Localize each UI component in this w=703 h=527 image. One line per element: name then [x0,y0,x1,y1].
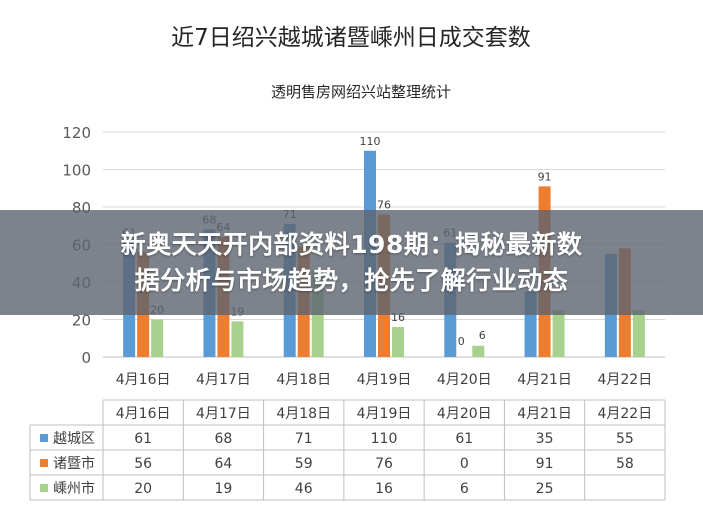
table-header-cell: 4月18日 [276,406,331,422]
x-tick-label: 4月18日 [276,372,331,388]
chart-subtitle: 透明售房网绍兴站整理统计 [271,83,451,101]
bar [632,310,645,357]
legend-swatch [40,484,48,492]
banner-line-1: 新奥天天开内部资料198期：揭秘最新数 [120,229,583,259]
table-header-cell: 4月17日 [196,406,251,422]
table-cell: 20 [134,481,152,497]
x-tick-label: 4月21日 [517,372,572,388]
table-header-cell: 4月16日 [116,406,171,422]
x-tick-label: 4月19日 [357,372,412,388]
table-header-cell: 4月20日 [437,406,492,422]
table-header-cell: 4月22日 [597,406,652,422]
x-tick-label: 4月22日 [597,372,652,388]
legend-swatch [40,459,48,467]
bar [231,321,244,357]
x-tick-label: 4月20日 [437,372,492,388]
data-label: 0 [458,335,465,348]
table-cell: 71 [295,431,313,447]
table-cell: 16 [375,481,393,497]
table-cell: 68 [215,431,233,447]
bar [472,345,485,357]
table-cell: 59 [295,456,313,472]
y-tick-label: 0 [81,349,91,367]
legend-series-name: 诸暨市 [53,455,95,472]
table-cell: 6 [460,481,469,497]
table-cell: 55 [616,431,634,447]
legend-series-name: 越城区 [53,431,95,447]
data-label: 76 [377,199,391,212]
table-header-cell: 4月21日 [517,406,572,422]
table-cell: 56 [134,456,152,472]
data-label: 91 [538,170,552,183]
y-tick-label: 100 [62,162,91,180]
x-tick-label: 4月16日 [116,372,171,388]
legend-series-name: 嵊州市 [53,480,95,497]
table-cell: 58 [616,456,634,472]
x-tick-label: 4月17日 [196,372,251,388]
table-cell: 76 [375,456,393,472]
table-cell: 35 [536,431,554,447]
table-header-cell: 4月19日 [357,406,412,422]
table-cell: 19 [215,481,233,497]
table-cell: 91 [536,456,554,472]
data-label: 6 [479,329,486,342]
table-cell: 61 [134,431,152,447]
y-tick-label: 120 [62,124,91,142]
y-tick-label: 20 [72,312,91,330]
chart-title: 近7日绍兴越城诸暨嵊州日成交套数 [171,25,531,51]
table-cell: 61 [455,431,473,447]
legend-swatch [40,434,48,442]
table-cell: 110 [371,431,398,447]
data-label: 110 [360,135,381,148]
bar [151,319,164,357]
table-cell: 64 [215,456,233,472]
table-cell: 46 [295,481,313,497]
table-cell: 0 [460,456,469,472]
banner-line-2: 据分析与市场趋势，抢先了解行业动态 [134,265,569,295]
bar [392,327,404,357]
bar [552,310,565,357]
overlay-banner: 新奥天天开内部资料198期：揭秘最新数 据分析与市场趋势，抢先了解行业动态 [0,210,703,315]
table-cell: 25 [536,481,554,497]
